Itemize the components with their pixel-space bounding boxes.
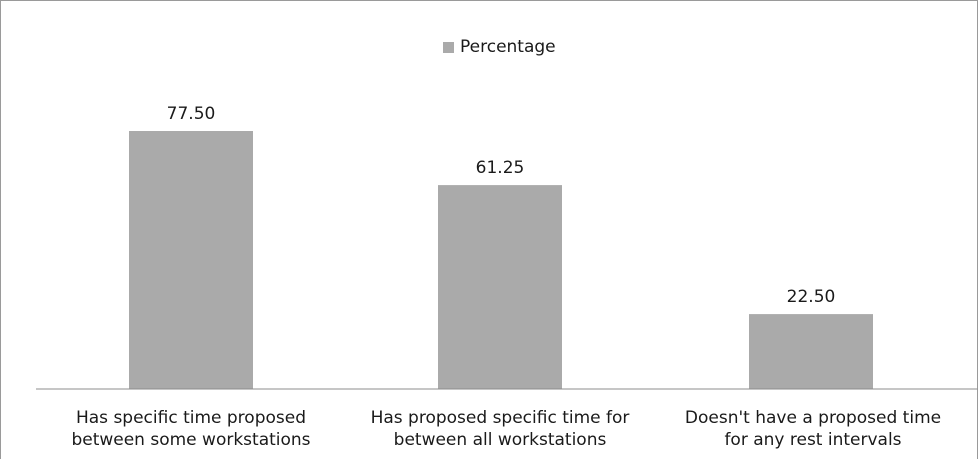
- bars-group: [129, 131, 873, 389]
- category-label-2: Has proposed specific time for between a…: [350, 407, 650, 451]
- category-label-2-line-1: Has proposed specific time for: [370, 408, 630, 428]
- data-label-3: 22.50: [787, 287, 836, 307]
- data-label-2: 61.25: [476, 158, 525, 178]
- legend: Percentage: [443, 37, 556, 57]
- category-label-1-line-1: Has specific time proposed: [75, 408, 306, 428]
- legend-label: Percentage: [460, 37, 556, 57]
- bar-1: [129, 131, 253, 389]
- category-label-1: Has specific time proposed between some …: [41, 407, 341, 451]
- category-label-3: Doesn't have a proposed time for any res…: [663, 407, 963, 451]
- category-label-1-line-2: between some workstations: [71, 430, 311, 450]
- category-label-2-line-2: between all workstations: [393, 430, 607, 450]
- data-label-1: 77.50: [167, 104, 216, 124]
- legend-swatch: [443, 41, 454, 53]
- value-labels-group: 77.50 61.25 22.50: [167, 104, 836, 307]
- bar-2: [438, 185, 562, 389]
- category-label-3-line-2: for any rest intervals: [724, 430, 902, 450]
- category-label-3-line-1: Doesn't have a proposed time: [684, 408, 942, 428]
- bar-3: [749, 314, 873, 389]
